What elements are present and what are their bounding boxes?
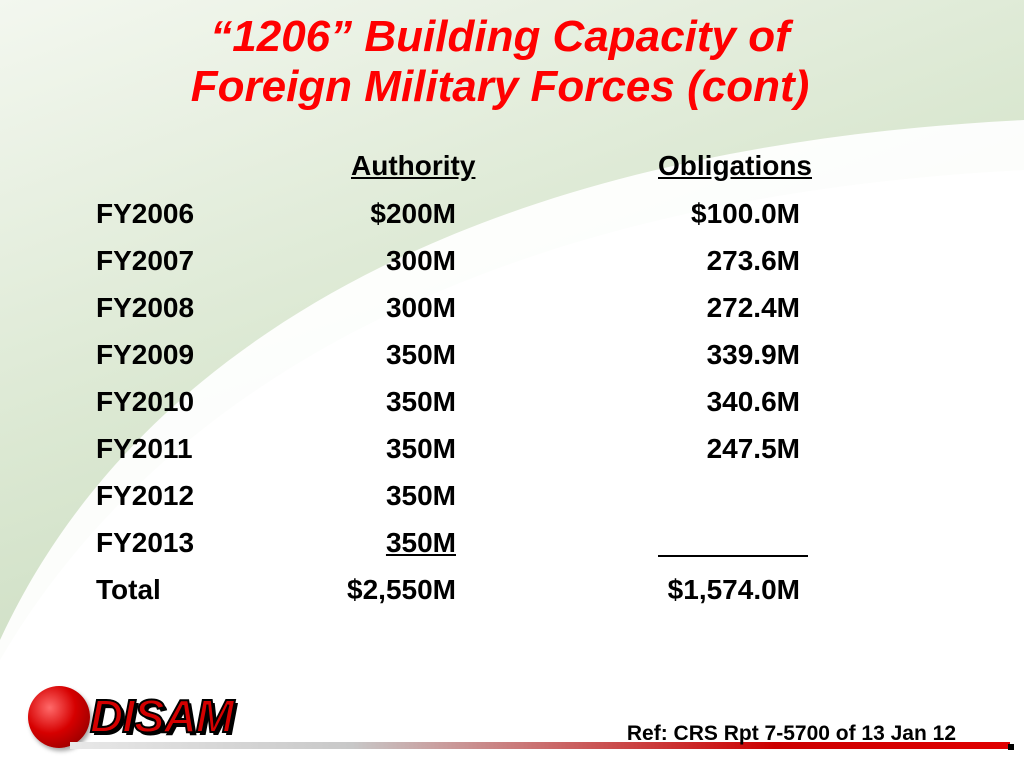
row-label: FY2006 bbox=[96, 198, 195, 229]
authority-header: Authority bbox=[351, 150, 476, 181]
footer-bar bbox=[70, 742, 1010, 749]
obligations-header: Obligations bbox=[658, 150, 812, 181]
row-obligations: 273.6M bbox=[706, 245, 800, 276]
row-obligations: 247.5M bbox=[706, 433, 800, 464]
obligations-sum-rule bbox=[658, 555, 808, 557]
row-label: FY2012 bbox=[96, 480, 195, 511]
table-row: FY2010 350M 340.6M bbox=[0, 384, 1024, 424]
row-label: FY2013 bbox=[96, 527, 195, 558]
logo-wordmark: DISAM bbox=[89, 689, 235, 743]
total-obligations: $1,574.0M bbox=[667, 574, 800, 605]
row-obligations: 339.9M bbox=[706, 339, 800, 370]
row-authority: 350M bbox=[385, 480, 456, 511]
table-row: FY2012 350M bbox=[0, 478, 1024, 518]
slide-title: “1206” Building Capacity of Foreign Mili… bbox=[0, 12, 1000, 112]
table-row: FY2013 350M bbox=[0, 525, 1024, 565]
footer-dot bbox=[1008, 744, 1014, 750]
row-authority: 350M bbox=[385, 386, 456, 417]
title-line-2: Foreign Military Forces (cont) bbox=[190, 62, 810, 111]
row-label: FY2009 bbox=[96, 339, 195, 370]
title-line-1: “1206” Building Capacity of bbox=[210, 12, 790, 61]
row-obligations: 272.4M bbox=[706, 292, 800, 323]
total-authority: $2,550M bbox=[347, 574, 456, 605]
row-authority: 350M bbox=[385, 433, 456, 464]
table-row: FY2006 $200M $100.0M bbox=[0, 196, 1024, 236]
row-authority: 350M bbox=[385, 339, 456, 370]
row-authority: $200M bbox=[370, 198, 456, 229]
row-authority: 300M bbox=[385, 245, 456, 276]
table-row: FY2007 300M 273.6M bbox=[0, 243, 1024, 283]
row-label: FY2011 bbox=[96, 433, 193, 464]
row-authority: 300M bbox=[385, 292, 456, 323]
reference-note: Ref: CRS Rpt 7-5700 of 13 Jan 12 bbox=[626, 722, 956, 745]
total-row: Total $2,550M $1,574.0M bbox=[0, 572, 1024, 612]
row-authority: 350M bbox=[385, 527, 456, 558]
table-row: FY2009 350M 339.9M bbox=[0, 337, 1024, 377]
total-label: Total bbox=[96, 574, 161, 605]
disam-logo: DISAM bbox=[28, 684, 268, 754]
globe-icon bbox=[28, 686, 90, 748]
table-row: FY2008 300M 272.4M bbox=[0, 290, 1024, 330]
row-label: FY2008 bbox=[96, 292, 195, 323]
row-obligations: 340.6M bbox=[706, 386, 800, 417]
row-obligations: $100.0M bbox=[691, 198, 800, 229]
row-label: FY2010 bbox=[96, 386, 195, 417]
row-label: FY2007 bbox=[96, 245, 195, 276]
table-row: FY2011 350M 247.5M bbox=[0, 431, 1024, 471]
